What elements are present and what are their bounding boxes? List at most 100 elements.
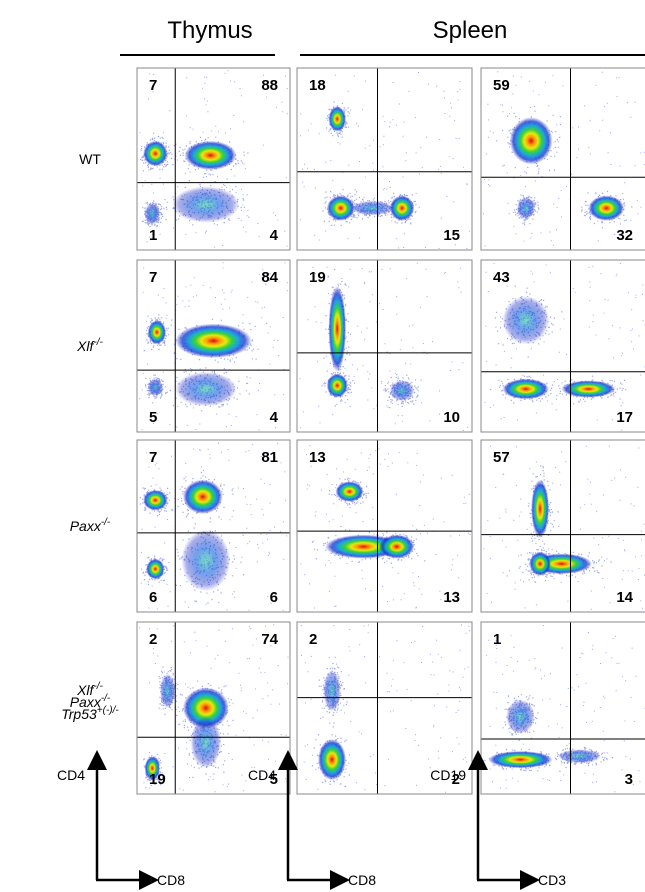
- quadrant-percent: 81: [261, 449, 278, 466]
- axis-label: CD8: [157, 872, 185, 888]
- density-blob: [351, 200, 394, 216]
- quadrant-percent: 7: [149, 269, 157, 286]
- panel-frame: [296, 439, 473, 613]
- quadrant-percent: 2: [149, 631, 157, 648]
- density-blob: [144, 202, 160, 225]
- quadrant-percent: 88: [261, 77, 278, 94]
- density-blob: [335, 481, 364, 502]
- label-superscript: -/-: [101, 693, 111, 704]
- axis-label: CD19: [430, 767, 466, 783]
- quadrant-percent: 84: [261, 269, 278, 286]
- quadrant-percent: 43: [493, 269, 510, 286]
- density-blob: [328, 106, 346, 132]
- quadrant-percent: 18: [309, 77, 326, 94]
- density-blob: [318, 738, 346, 781]
- quadrant-percent: 1: [149, 227, 157, 244]
- panel-frame: [296, 67, 473, 251]
- axis-label: CD3: [538, 872, 566, 888]
- panel-background: [297, 68, 472, 250]
- quadrant-percent: 2: [309, 631, 317, 648]
- quadrant-percent: 2: [452, 771, 460, 788]
- density-blob: [190, 716, 222, 769]
- panel-frame: [296, 259, 473, 433]
- quadrant-percent: 7: [149, 77, 157, 94]
- label-text: WT: [79, 151, 101, 167]
- density-blob: [175, 371, 237, 407]
- flow-panel: 43 17: [480, 259, 645, 433]
- quadrant-percent: 5: [149, 409, 157, 426]
- density-blob: [184, 140, 237, 170]
- quadrant-percent: 17: [616, 409, 633, 426]
- quadrant-percent: 74: [261, 631, 278, 648]
- quadrant-percent: 19: [149, 771, 166, 788]
- panel-frame: [136, 621, 291, 795]
- density-blob: [389, 380, 415, 402]
- quadrant-percent: 59: [493, 77, 510, 94]
- label-superscript: -/-: [101, 517, 111, 528]
- quadrant-percent: 14: [616, 589, 633, 606]
- density-blob: [488, 751, 553, 769]
- flow-panel: 13 13: [296, 439, 473, 613]
- flow-panel: 57 14: [480, 439, 645, 613]
- label-superscript: +(-)/-: [97, 705, 120, 716]
- density-blob: [588, 195, 625, 221]
- panel-background: [481, 68, 645, 250]
- density-blob: [147, 320, 167, 345]
- density-blob: [143, 140, 168, 167]
- label-text: Xlf: [76, 338, 95, 354]
- density-blob: [531, 479, 550, 539]
- density-blob: [326, 373, 348, 398]
- density-blob: [144, 756, 160, 781]
- axis-label: CD4: [57, 767, 85, 783]
- axis-label: CD4: [248, 767, 276, 783]
- density-blob: [143, 489, 168, 511]
- label-text: Trp53: [61, 706, 97, 722]
- panel-frame: [136, 259, 291, 433]
- quadrant-percent: 6: [270, 589, 278, 606]
- panel-frame: [480, 439, 645, 613]
- flow-panel: 2 74 19 5: [136, 621, 291, 795]
- density-blob: [529, 551, 551, 576]
- row-label: Xlf-/-: [76, 337, 103, 354]
- flow-panel: 59 32: [480, 67, 645, 251]
- flow-panel: 7 84 5 4: [136, 259, 291, 433]
- quadrant-percent: 13: [443, 589, 460, 606]
- density-blob: [509, 117, 553, 165]
- quadrant-percent: 15: [443, 227, 460, 244]
- flow-panel: 7 81 6 6: [136, 439, 291, 613]
- density-blob: [557, 749, 601, 764]
- density-blob: [502, 296, 550, 345]
- density-blob: [159, 673, 176, 708]
- row-label: Xlf-/-Paxx-/-Trp53+(-)/-: [61, 681, 119, 722]
- quadrant-percent: 4: [270, 227, 279, 244]
- header: Thymus: [167, 17, 252, 44]
- panel-frame: [480, 259, 645, 433]
- density-blob: [182, 687, 229, 729]
- label-text: Paxx: [70, 694, 102, 710]
- quadrant-percent: 3: [625, 771, 633, 788]
- density-blob: [146, 558, 165, 580]
- density-blob: [182, 479, 223, 514]
- header: Spleen: [433, 17, 508, 44]
- flow-panel: 7 88 1 4: [136, 67, 291, 251]
- quadrant-percent: 57: [493, 449, 510, 466]
- quadrant-percent: 10: [443, 409, 460, 426]
- density-blob: [323, 670, 341, 712]
- panel-background: [297, 440, 472, 612]
- density-blob: [175, 323, 252, 359]
- density-blob: [502, 378, 550, 400]
- density-blob: [181, 529, 231, 592]
- quadrant-percent: 32: [616, 227, 633, 244]
- flow-panel: 22: [296, 621, 473, 795]
- row-label: WT: [79, 151, 101, 167]
- density-blob: [147, 378, 164, 396]
- quadrant-percent: 19: [309, 269, 326, 286]
- quadrant-percent: 1: [493, 631, 501, 648]
- panel-frame: [480, 67, 645, 251]
- density-blob: [328, 285, 346, 372]
- row-label: Paxx-/-: [70, 517, 111, 534]
- label-superscript: -/-: [93, 681, 103, 692]
- density-blob: [506, 699, 535, 734]
